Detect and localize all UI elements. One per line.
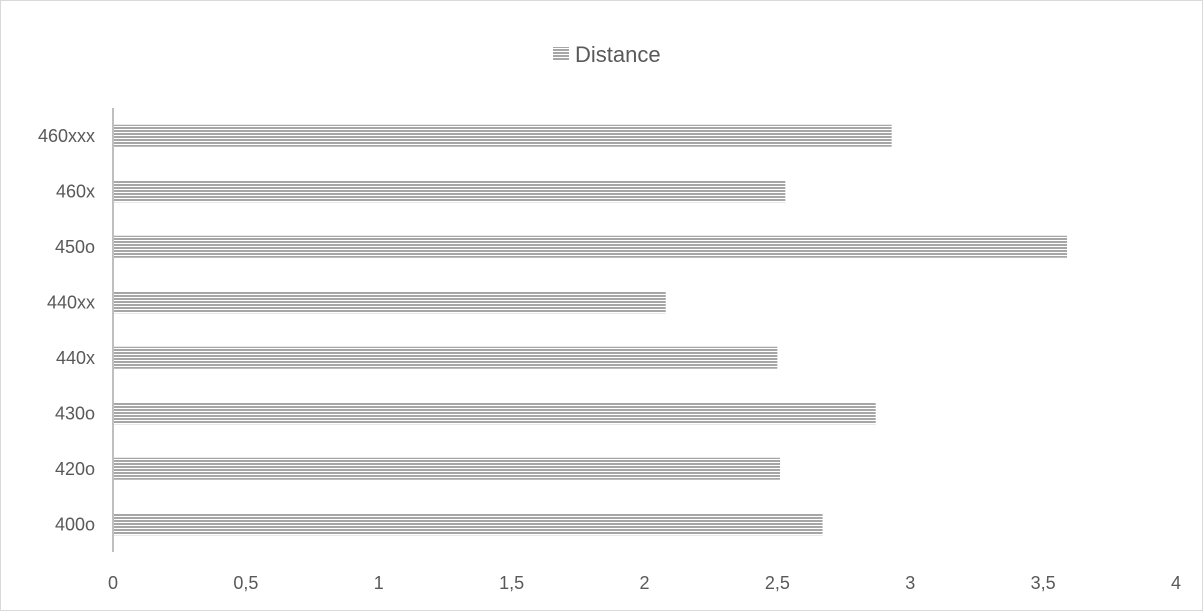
legend: Distance: [553, 42, 661, 67]
legend-swatch: [553, 47, 569, 60]
x-tick-label: 2: [639, 573, 649, 593]
bar-460xxx: [114, 124, 892, 147]
bar-440x: [114, 346, 778, 369]
bar-430o: [114, 402, 876, 425]
x-tick-label: 1,5: [499, 573, 524, 593]
x-tick-label: 1: [374, 573, 384, 593]
x-tick-label: 0,5: [233, 573, 258, 593]
x-tick-label: 3: [905, 573, 915, 593]
bar-450o: [114, 235, 1068, 258]
bar-400o: [114, 513, 823, 536]
bar-440xx: [114, 291, 666, 314]
category-label-460xxx: 460xxx: [38, 126, 95, 146]
bar-420o: [114, 457, 781, 480]
category-label-400o: 400o: [55, 514, 95, 534]
bar-460x: [114, 180, 786, 203]
x-tick-label: 0: [108, 573, 118, 593]
x-tick-label: 3,5: [1031, 573, 1056, 593]
x-tick-labels: 0 0,5 1 1,5 2 2,5 3 3,5 4: [108, 573, 1181, 593]
category-label-460x: 460x: [56, 181, 95, 201]
category-label-420o: 420o: [55, 459, 95, 479]
category-label-440xx: 440xx: [47, 292, 95, 312]
category-label-440x: 440x: [56, 348, 95, 368]
x-tick-label: 4: [1171, 573, 1181, 593]
legend-label: Distance: [575, 42, 661, 67]
x-tick-label: 2,5: [765, 573, 790, 593]
bars-group: [114, 124, 1068, 536]
category-label-450o: 450o: [55, 237, 95, 257]
category-label-430o: 430o: [55, 403, 95, 423]
category-labels: 400o 420o 430o 440x 440xx 450o 460x 460xxx: [38, 126, 95, 535]
